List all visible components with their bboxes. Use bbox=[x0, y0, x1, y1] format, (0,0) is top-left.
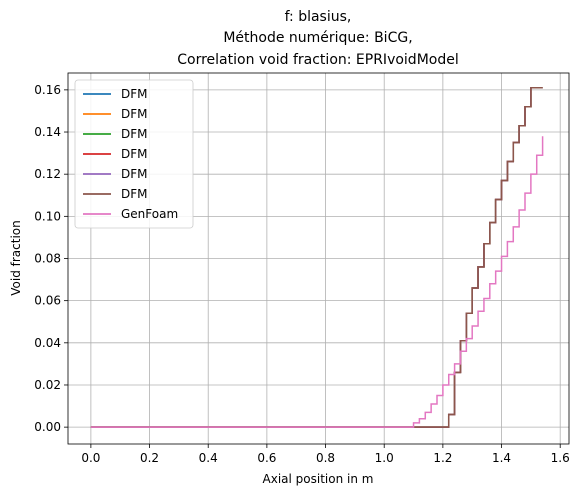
y-tick-label: 0.14 bbox=[34, 125, 61, 139]
x-tick-label: 0.4 bbox=[199, 451, 218, 465]
x-tick-label: 1.4 bbox=[492, 451, 511, 465]
title-line-2: Méthode numérique: BiCG, bbox=[223, 30, 412, 46]
title-line-1: f: blasius, bbox=[285, 9, 352, 25]
y-tick-label: 0.06 bbox=[34, 294, 61, 308]
y-tick-label: 0.02 bbox=[34, 378, 61, 392]
x-axis-label: Axial position in m bbox=[263, 472, 374, 486]
x-tick-label: 0.0 bbox=[81, 451, 100, 465]
legend-label: DFM bbox=[121, 187, 148, 201]
legend: DFM DFM DFM DFM DFM DFM GenFoam bbox=[74, 79, 194, 229]
y-tick-label: 0.00 bbox=[34, 420, 61, 434]
legend-label: DFM bbox=[121, 127, 148, 141]
title-line-3: Correlation void fraction: EPRIvoidModel bbox=[177, 52, 458, 68]
y-tick-label: 0.16 bbox=[34, 83, 61, 97]
x-tick-label: 1.6 bbox=[551, 451, 570, 465]
x-tick-label: 1.2 bbox=[433, 451, 452, 465]
y-tick-label: 0.08 bbox=[34, 252, 61, 266]
x-tick-label: 0.6 bbox=[257, 451, 276, 465]
x-axis-ticks: 0.0 0.2 0.4 0.6 0.8 1.0 1.2 1.4 1.6 bbox=[81, 444, 570, 465]
y-axis-label: Void fraction bbox=[9, 220, 23, 295]
legend-label: DFM bbox=[121, 87, 148, 101]
legend-label: GenFoam bbox=[121, 207, 178, 221]
y-tick-label: 0.12 bbox=[34, 167, 61, 181]
legend-label: DFM bbox=[121, 147, 148, 161]
legend-label: DFM bbox=[121, 167, 148, 181]
series-line-7 bbox=[90, 136, 544, 428]
legend-label: DFM bbox=[121, 107, 148, 121]
chart-title: f: blasius, Méthode numérique: BiCG, Cor… bbox=[177, 9, 458, 68]
x-tick-label: 1.0 bbox=[375, 451, 394, 465]
y-axis-ticks: 0.00 0.02 0.04 0.06 0.08 0.10 0.12 0.14 0.16 bbox=[34, 83, 68, 434]
y-tick-label: 0.10 bbox=[34, 209, 61, 223]
y-tick-label: 0.04 bbox=[34, 336, 61, 350]
x-tick-label: 0.8 bbox=[316, 451, 335, 465]
legend-box bbox=[74, 79, 194, 229]
grid bbox=[68, 73, 569, 444]
series-layer bbox=[90, 87, 544, 428]
x-tick-label: 0.2 bbox=[140, 451, 159, 465]
